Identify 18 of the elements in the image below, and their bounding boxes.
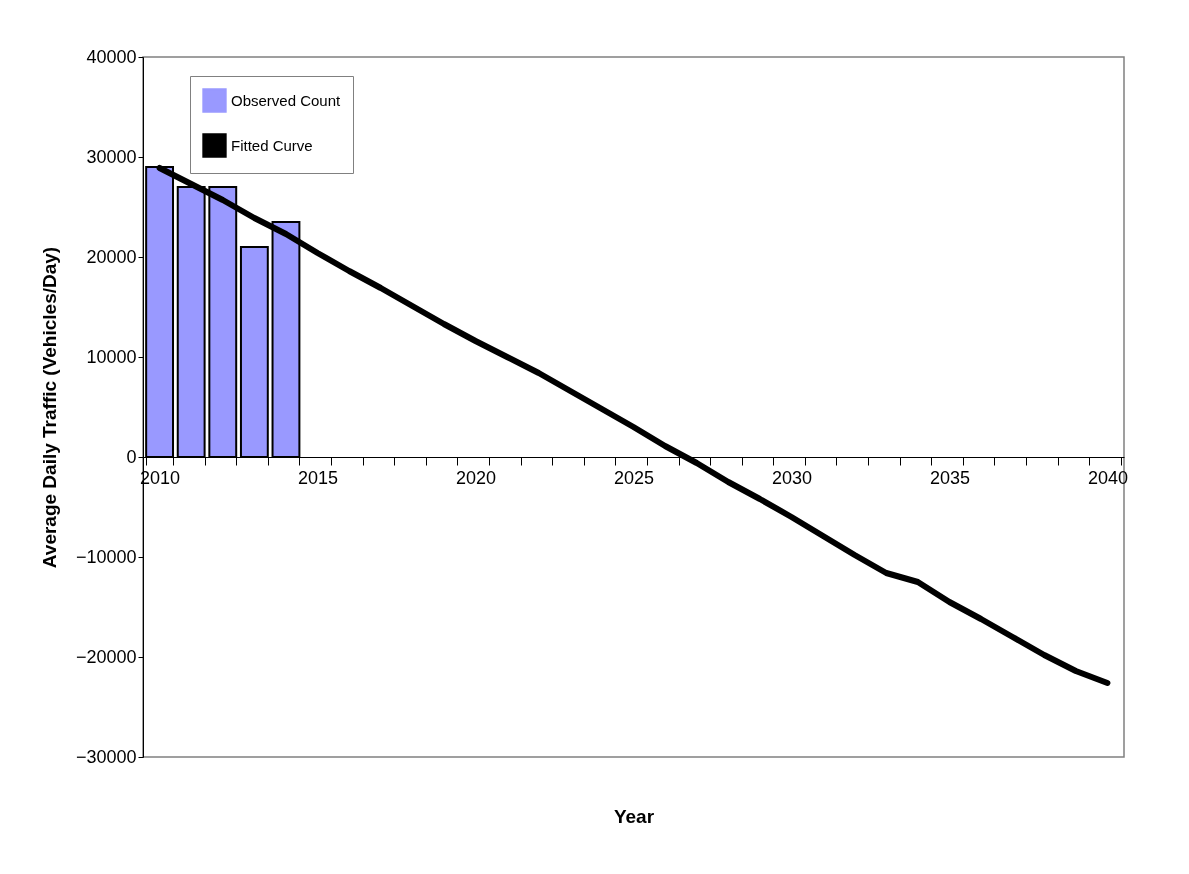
y-axis-title: Average Daily Traffic (Vehicles/Day) [38,246,60,569]
y-tick-label: 10000 [86,346,137,367]
x-tick-label: 2025 [613,467,655,488]
x-tick-label: 2015 [298,467,339,488]
y-tick-label: 40000 [86,46,137,67]
x-tick-label: 2040 [1087,467,1128,488]
legend-label: Fitted Curve [231,136,313,154]
x-tick-label: 2030 [771,467,812,488]
legend-label: Observed Count [231,91,342,109]
y-tick-label: −30000 [75,746,137,767]
y-tick-label: 0 [126,446,137,467]
y-tick-label: −10000 [75,546,137,567]
x-axis-title: Year [613,805,655,827]
y-tick-label: 30000 [86,146,137,167]
y-tick-label: 20000 [86,246,137,267]
y-tick-label: −20000 [75,646,137,667]
x-tick-label: 2020 [456,467,497,488]
x-tick-label: 2035 [929,467,970,488]
